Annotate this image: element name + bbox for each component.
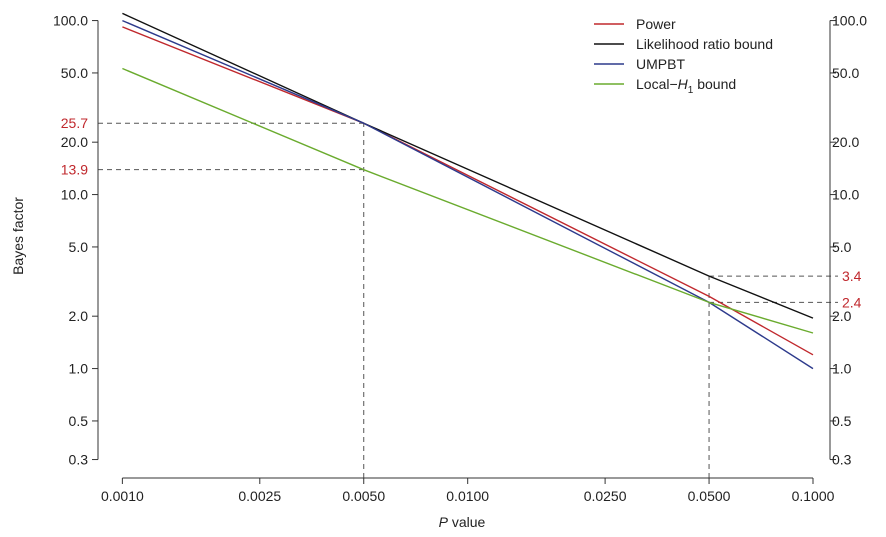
legend-label: Likelihood ratio bound: [636, 36, 773, 52]
y-tick-label-left: 10.0: [61, 187, 88, 203]
y-tick-label-right: 20.0: [832, 134, 859, 150]
y-tick-label-left: 2.0: [69, 308, 89, 324]
y-tick-label-left: 0.5: [69, 413, 89, 429]
series-layer: [122, 12, 814, 370]
axes: 0.0010 0.0025 0.0050 0.0100 0.0250 0.0500 0.10…: [53, 13, 867, 504]
x-axis-title-rest: value: [448, 514, 486, 530]
series-line-1: [122, 12, 814, 319]
y-tick-label-right: 1.0: [832, 361, 852, 377]
ref-label-left: 25.7: [61, 115, 88, 131]
ref-label-left: 13.9: [61, 162, 88, 178]
x-tick-label: 0.0100: [446, 488, 489, 504]
x-tick-label: 0.0050: [342, 488, 385, 504]
x-tick-label: 0.0025: [238, 488, 281, 504]
series-line-0: [122, 26, 814, 356]
x-tick-label: 0.1000: [792, 488, 835, 504]
y-tick-label-left: 5.0: [69, 239, 89, 255]
x-axis-title: P value: [439, 514, 486, 530]
y-tick-label-right: 50.0: [832, 65, 859, 81]
y-tick-label-left: 0.3: [69, 452, 89, 468]
legend: Power Likelihood ratio bound UMPBT Local−H1…: [594, 16, 773, 96]
y-tick-label-right: 5.0: [832, 239, 852, 255]
x-tick-label: 0.0500: [688, 488, 731, 504]
y-tick-label-right: 2.0: [832, 308, 852, 324]
legend-label: UMPBT: [636, 56, 685, 72]
reference-lines: 25.7 13.9 3.4 2.4: [61, 115, 862, 478]
x-tick-label: 0.0250: [584, 488, 627, 504]
y-tick-label-left: 1.0: [69, 361, 89, 377]
ref-label-right: 2.4: [842, 294, 862, 310]
ref-label-right: 3.4: [842, 268, 862, 284]
x-tick-label: 0.0010: [101, 488, 144, 504]
x-axis-title-italic: P: [439, 514, 449, 530]
legend-label: Local−H1 bound: [636, 76, 736, 96]
legend-label: Power: [636, 16, 676, 32]
series-line-3: [122, 67, 814, 334]
y-tick-label-right: 10.0: [832, 187, 859, 203]
y-tick-label-right: 0.5: [832, 413, 852, 429]
y-tick-label-left: 100.0: [53, 13, 88, 29]
y-tick-label-right: 0.3: [832, 452, 852, 468]
y-axis-title: Bayes factor: [10, 197, 26, 275]
y-tick-label-left: 50.0: [61, 65, 88, 81]
y-tick-label-right: 100.0: [832, 13, 867, 29]
y-tick-label-left: 20.0: [61, 134, 88, 150]
series-line-2: [122, 19, 814, 370]
